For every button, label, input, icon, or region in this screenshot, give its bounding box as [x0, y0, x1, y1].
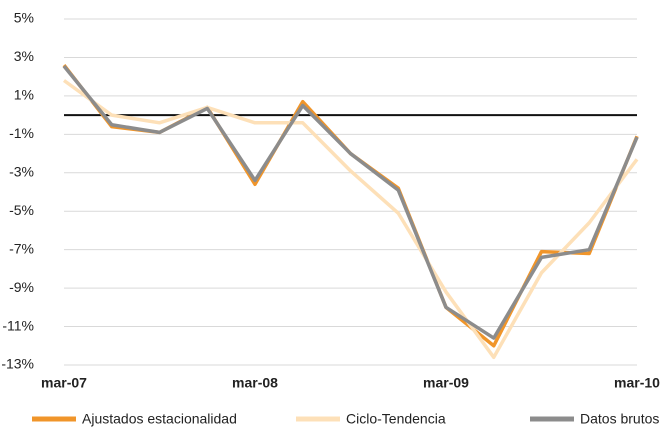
- y-tick-label: -5%: [9, 202, 34, 218]
- y-tick-label: -13%: [1, 356, 34, 372]
- legend-label: Ciclo-Tendencia: [346, 411, 446, 427]
- y-tick-label: -9%: [9, 279, 34, 295]
- series-line: [62, 64, 639, 348]
- legend-label: Ajustados estacionalidad: [82, 411, 237, 427]
- y-tick-label: 3%: [14, 48, 34, 64]
- x-tick-label: mar-09: [423, 375, 469, 391]
- y-tick-label: -11%: [2, 317, 34, 333]
- x-tick-label: mar-08: [232, 375, 278, 391]
- series-line: [62, 79, 639, 360]
- x-tick-label: mar-10: [614, 375, 660, 391]
- y-tick-label: -3%: [9, 163, 34, 179]
- legend-label: Datos brutos: [580, 411, 659, 427]
- y-tick-label: 5%: [14, 10, 34, 26]
- y-tick-label: -7%: [9, 240, 34, 256]
- y-tick-label: -1%: [9, 125, 34, 141]
- y-tick-label: 1%: [14, 87, 34, 103]
- series-line: [62, 64, 639, 340]
- x-tick-label: mar-07: [41, 375, 87, 391]
